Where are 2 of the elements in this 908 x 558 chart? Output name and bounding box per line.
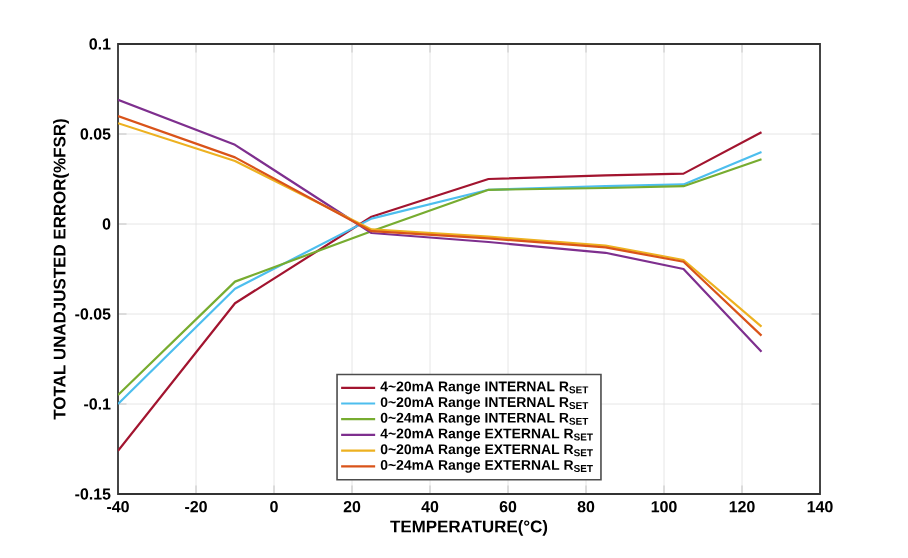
x-axis-title: TEMPERATURE(°C) <box>390 520 548 536</box>
y-axis-title: TOTAL UNADJUSTED ERROR(%FSR) <box>53 119 69 420</box>
